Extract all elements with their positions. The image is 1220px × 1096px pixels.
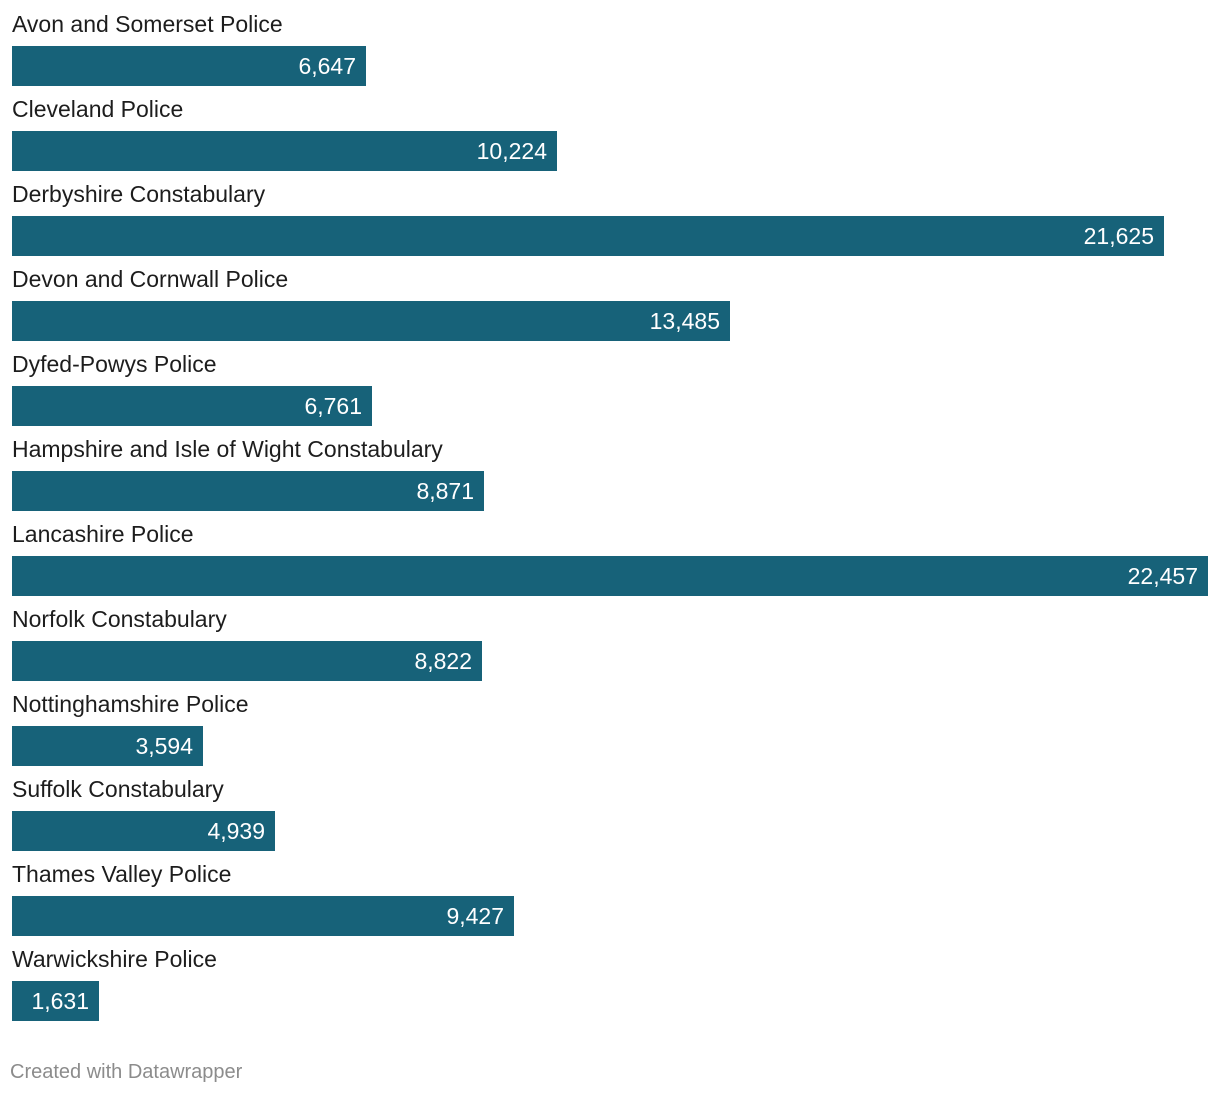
category-label: Norfolk Constabulary xyxy=(12,606,227,632)
bar[interactable]: 10,224 xyxy=(12,131,557,171)
bar[interactable]: 6,761 xyxy=(12,386,372,426)
bar[interactable]: 9,427 xyxy=(12,896,514,936)
category-label: Dyfed-Powys Police xyxy=(12,351,217,377)
category-label: Cleveland Police xyxy=(12,96,184,122)
bar[interactable]: 13,485 xyxy=(12,301,730,341)
bar-value-label: 4,939 xyxy=(207,818,265,844)
bar[interactable]: 4,939 xyxy=(12,811,275,851)
category-label: Lancashire Police xyxy=(12,521,194,547)
bar[interactable]: 1,631 xyxy=(12,981,99,1021)
bar-value-label: 9,427 xyxy=(446,903,504,929)
category-label: Hampshire and Isle of Wight Constabulary xyxy=(12,436,443,462)
bar-value-label: 10,224 xyxy=(476,138,547,164)
bar-value-label: 13,485 xyxy=(649,308,720,334)
bar-value-label: 6,761 xyxy=(304,393,362,419)
category-label: Derbyshire Constabulary xyxy=(12,181,266,207)
category-label: Nottinghamshire Police xyxy=(12,691,249,717)
bar-value-label: 8,822 xyxy=(414,648,472,674)
bar[interactable]: 6,647 xyxy=(12,46,366,86)
bar[interactable]: 22,457 xyxy=(12,556,1208,596)
bar-value-label: 6,647 xyxy=(298,53,356,79)
category-label: Avon and Somerset Police xyxy=(12,11,283,37)
category-label: Thames Valley Police xyxy=(12,861,232,887)
bar-value-label: 21,625 xyxy=(1083,223,1154,249)
bar-value-label: 1,631 xyxy=(31,988,89,1014)
bar-chart: Avon and Somerset Police 6,647 Cleveland P… xyxy=(12,11,1208,1021)
credit-text[interactable]: Created with Datawrapper xyxy=(10,1061,243,1083)
category-label: Devon and Cornwall Police xyxy=(12,266,289,292)
bar[interactable]: 8,871 xyxy=(12,471,484,511)
bar[interactable]: 21,625 xyxy=(12,216,1164,256)
bar[interactable]: 3,594 xyxy=(12,726,203,766)
bar-value-label: 3,594 xyxy=(135,733,193,759)
bar[interactable]: 8,822 xyxy=(12,641,482,681)
category-label: Warwickshire Police xyxy=(12,946,217,972)
bar-value-label: 22,457 xyxy=(1127,563,1198,589)
bar-value-label: 8,871 xyxy=(416,478,474,504)
category-label: Suffolk Constabulary xyxy=(12,776,224,802)
